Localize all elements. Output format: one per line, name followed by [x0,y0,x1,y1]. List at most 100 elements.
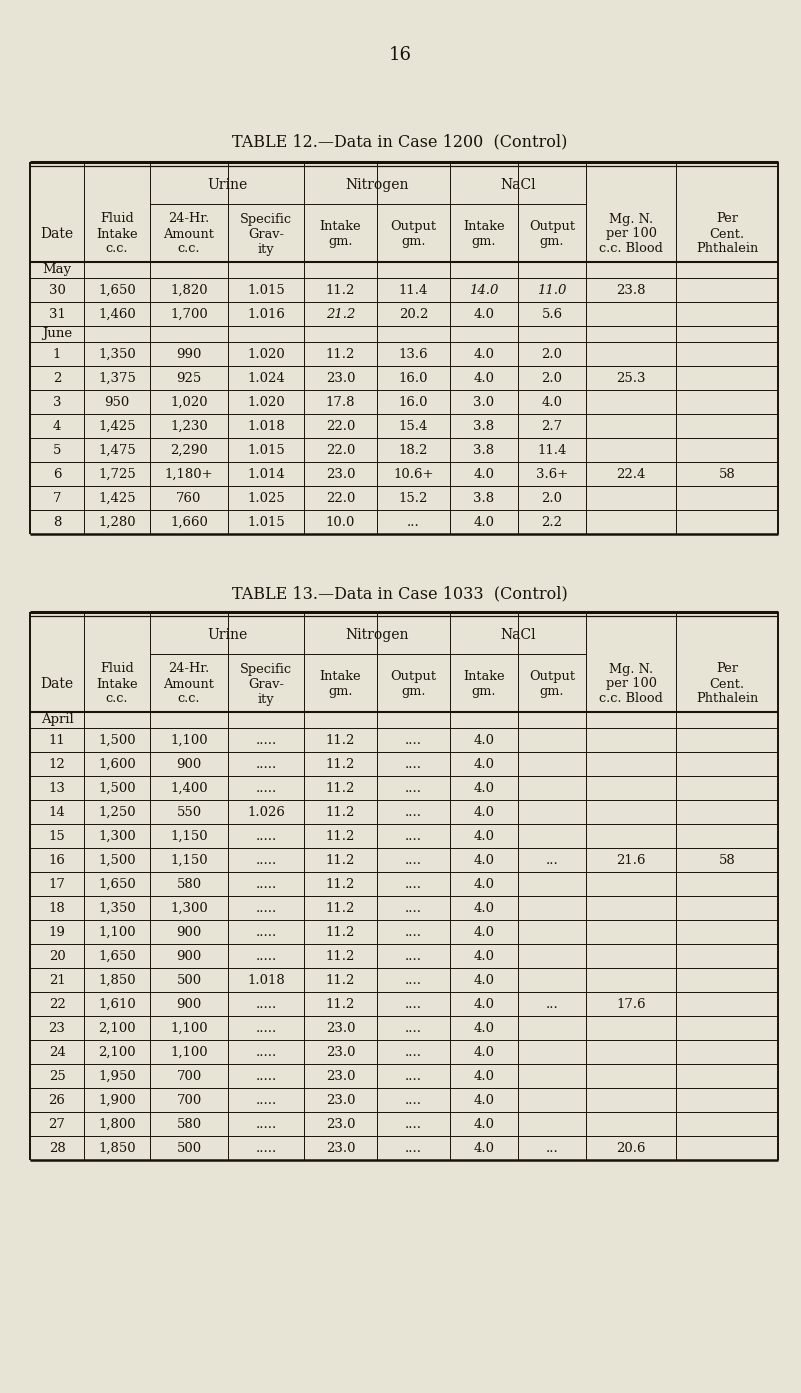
Text: 1,180+: 1,180+ [165,468,213,481]
Text: 23.0: 23.0 [326,1094,356,1106]
Text: 1.020: 1.020 [248,347,285,361]
Text: 1,100: 1,100 [99,925,136,939]
Text: 23.0: 23.0 [326,1117,356,1131]
Text: .....: ..... [256,829,276,843]
Text: TABLE 12.—Data in Case 1200  (Control): TABLE 12.—Data in Case 1200 (Control) [232,134,568,150]
Text: 4.0: 4.0 [473,829,494,843]
Text: .....: ..... [256,901,276,914]
Text: ....: .... [405,878,422,890]
Text: 2.7: 2.7 [541,419,562,432]
Text: April: April [41,713,74,727]
Text: .....: ..... [256,1117,276,1131]
Text: 1,725: 1,725 [99,468,136,481]
Text: 1,100: 1,100 [170,734,207,747]
Text: .....: ..... [256,734,276,747]
Text: 22: 22 [49,997,66,1010]
Text: 4.0: 4.0 [473,854,494,866]
Text: Mg. N.
per 100
c.c. Blood: Mg. N. per 100 c.c. Blood [599,663,663,705]
Text: Urine: Urine [207,628,248,642]
Text: 1,600: 1,600 [99,758,136,770]
Text: 11.2: 11.2 [326,347,355,361]
Text: 2: 2 [53,372,61,384]
Text: 900: 900 [176,925,202,939]
Text: 16.0: 16.0 [399,372,429,384]
Text: 1,500: 1,500 [99,781,136,794]
Text: 11.2: 11.2 [326,974,355,986]
Text: ...: ... [545,997,558,1010]
Text: Output
gm.: Output gm. [529,670,575,698]
Text: 1.015: 1.015 [248,284,285,297]
Text: Fluid
Intake
c.c.: Fluid Intake c.c. [96,213,138,255]
Text: 4.0: 4.0 [473,974,494,986]
Text: 24: 24 [49,1046,66,1059]
Text: 1,250: 1,250 [99,805,136,819]
Text: 4.0: 4.0 [473,1141,494,1155]
Text: ....: .... [405,781,422,794]
Text: 22.0: 22.0 [326,419,355,432]
Text: 14: 14 [49,805,66,819]
Text: Nitrogen: Nitrogen [345,178,409,192]
Text: 4.0: 4.0 [473,515,494,528]
Text: 10.0: 10.0 [326,515,355,528]
Text: 2.0: 2.0 [541,492,562,504]
Text: Nitrogen: Nitrogen [345,628,409,642]
Text: 17.6: 17.6 [616,997,646,1010]
Text: 1,650: 1,650 [99,284,136,297]
Text: 4.0: 4.0 [473,950,494,963]
Text: 21.6: 21.6 [616,854,646,866]
Text: 3.0: 3.0 [473,396,494,408]
Text: Output
gm.: Output gm. [390,670,437,698]
Text: 58: 58 [718,468,735,481]
Text: ....: .... [405,997,422,1010]
Text: 28: 28 [49,1141,66,1155]
Text: .....: ..... [256,854,276,866]
Text: 11.0: 11.0 [537,284,566,297]
Text: 11.2: 11.2 [326,925,355,939]
Text: 925: 925 [176,372,202,384]
Text: 1,375: 1,375 [98,372,136,384]
Text: 7: 7 [53,492,61,504]
Text: 10.6+: 10.6+ [393,468,434,481]
Text: ....: .... [405,1094,422,1106]
Text: ....: .... [405,925,422,939]
Text: Output
gm.: Output gm. [390,220,437,248]
Text: 11.2: 11.2 [326,758,355,770]
Text: ....: .... [405,829,422,843]
Text: 4.0: 4.0 [473,1094,494,1106]
Text: ....: .... [405,1046,422,1059]
Text: 1,700: 1,700 [170,308,208,320]
Text: 580: 580 [176,1117,202,1131]
Text: ...: ... [545,854,558,866]
Text: 3.8: 3.8 [473,419,494,432]
Text: 4.0: 4.0 [473,734,494,747]
Text: 27: 27 [49,1117,66,1131]
Text: 2,290: 2,290 [170,443,208,457]
Text: 24-Hr.
Amount
c.c.: 24-Hr. Amount c.c. [163,213,215,255]
Text: Output
gm.: Output gm. [529,220,575,248]
Text: 22.0: 22.0 [326,492,355,504]
Text: June: June [42,327,72,340]
Text: 12: 12 [49,758,66,770]
Text: 1,800: 1,800 [99,1117,136,1131]
Text: 700: 700 [176,1094,202,1106]
Text: 4.0: 4.0 [473,925,494,939]
Text: 2.0: 2.0 [541,372,562,384]
Text: 4.0: 4.0 [473,308,494,320]
Text: 1,425: 1,425 [99,492,136,504]
Text: 5: 5 [53,443,61,457]
Text: 11: 11 [49,734,66,747]
Text: 1.015: 1.015 [248,443,285,457]
Text: 580: 580 [176,878,202,890]
Text: 17.8: 17.8 [326,396,356,408]
Text: Date: Date [40,677,74,691]
Text: 1,100: 1,100 [170,1046,207,1059]
Text: 11.2: 11.2 [326,950,355,963]
Text: .....: ..... [256,781,276,794]
Text: 18: 18 [49,901,66,914]
Text: 23: 23 [49,1021,66,1035]
Text: 1.018: 1.018 [248,419,285,432]
Text: 990: 990 [176,347,202,361]
Text: .....: ..... [256,950,276,963]
Text: 1,300: 1,300 [99,829,136,843]
Text: 1.024: 1.024 [248,372,285,384]
